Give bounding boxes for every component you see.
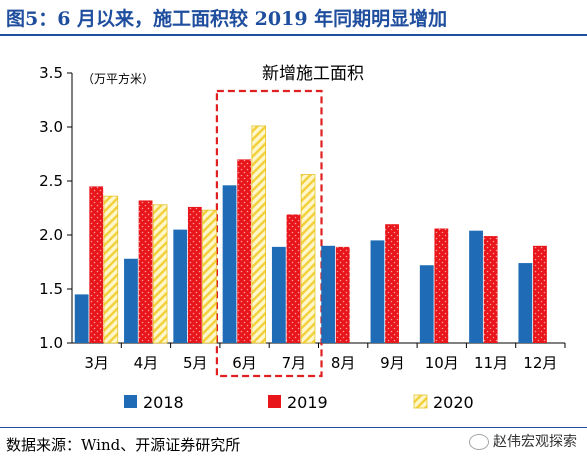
watermark-text: 赵伟宏观探索: [493, 434, 577, 450]
x-tick-label: 10月: [425, 354, 459, 372]
bar-2020: [251, 125, 267, 344]
bar-2019: [483, 236, 498, 343]
source-rule: [0, 427, 587, 428]
x-tick-label: 12月: [523, 354, 557, 372]
legend-label-2018: 2018: [143, 393, 184, 412]
bar-2019: [237, 159, 252, 343]
bar-2018: [271, 246, 286, 343]
bar-2019: [533, 245, 547, 343]
x-tick-label: 3月: [84, 354, 109, 372]
x-tick-label: 4月: [134, 354, 159, 372]
bar-2020: [152, 204, 168, 344]
bar-2019: [335, 246, 350, 343]
legend-swatch-2019: [268, 395, 281, 408]
x-tick-label: 11月: [474, 354, 508, 372]
y-tick-label: 1.5: [39, 280, 63, 298]
y-tick-label: 3.5: [39, 64, 63, 82]
legend-swatch-2018: [124, 395, 137, 408]
y-tick-label: 2.5: [39, 172, 63, 190]
figure-title: 图5：6 月以来，施工面积较 2019 年同期明显增加: [6, 8, 448, 30]
bar-2020: [300, 174, 316, 344]
bar-2019: [138, 200, 153, 343]
bar-2020: [103, 195, 119, 344]
x-tick-label: 6月: [232, 354, 257, 372]
y-tick-label: 1.0: [39, 334, 63, 352]
bar-2018: [222, 185, 237, 343]
bar-2018: [469, 230, 483, 343]
watermark: 赵伟宏观探索: [469, 431, 577, 451]
bar-2018: [74, 294, 89, 343]
bar-2019: [286, 214, 301, 343]
source-note: 数据来源：Wind、开源证券研究所: [6, 436, 241, 454]
bar-2019: [434, 228, 449, 343]
bar-2019: [187, 206, 202, 343]
x-tick-label: 9月: [380, 354, 405, 372]
bar-2018: [124, 258, 138, 343]
wechat-icon: [469, 434, 489, 450]
bar-2019: [385, 224, 399, 343]
bar-2018: [370, 240, 385, 343]
bar-2019: [89, 186, 104, 343]
chart-title: 新增施工面积: [262, 64, 364, 84]
y-tick-label: 3.0: [39, 118, 63, 136]
highlight-box: [215, 89, 323, 378]
legend-label-2019: 2019: [287, 393, 328, 412]
x-tick-label: 5月: [183, 354, 208, 372]
y-tick-label: 2.0: [39, 226, 63, 244]
unit-label: （万平方米）: [82, 71, 154, 86]
bar-2018: [173, 229, 188, 343]
bar-chart: 1.0 1.5 2.0 2.5 3.0 3.5 3月 4月 5月 6月 7月 8月 9月 10月 11月 12…: [39, 64, 566, 412]
bar-2018: [419, 265, 434, 343]
bar-2018: [321, 245, 336, 343]
legend-swatch-2020: [413, 394, 428, 409]
bar-2020: [202, 209, 217, 344]
x-tick-label: 7月: [282, 354, 307, 372]
bar-2018: [518, 263, 533, 343]
legend-label-2020: 2020: [433, 393, 474, 412]
title-rule: [0, 34, 587, 36]
x-tick-label: 8月: [331, 354, 356, 372]
